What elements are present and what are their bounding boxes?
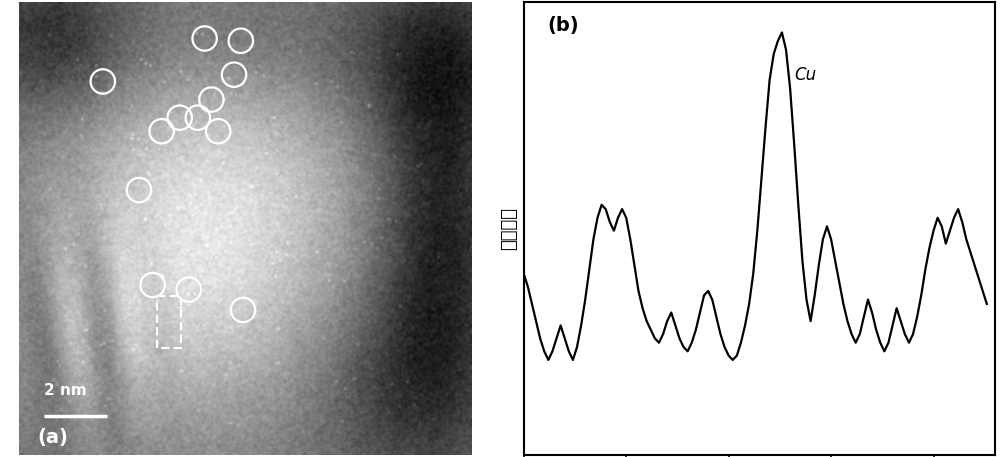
Text: (b): (b) xyxy=(547,16,579,35)
Bar xyxy=(157,297,181,348)
Text: (a): (a) xyxy=(37,428,68,446)
Text: 2 nm: 2 nm xyxy=(44,383,87,398)
Y-axis label: 信号强度: 信号强度 xyxy=(500,207,518,250)
Text: Cu: Cu xyxy=(794,66,816,84)
